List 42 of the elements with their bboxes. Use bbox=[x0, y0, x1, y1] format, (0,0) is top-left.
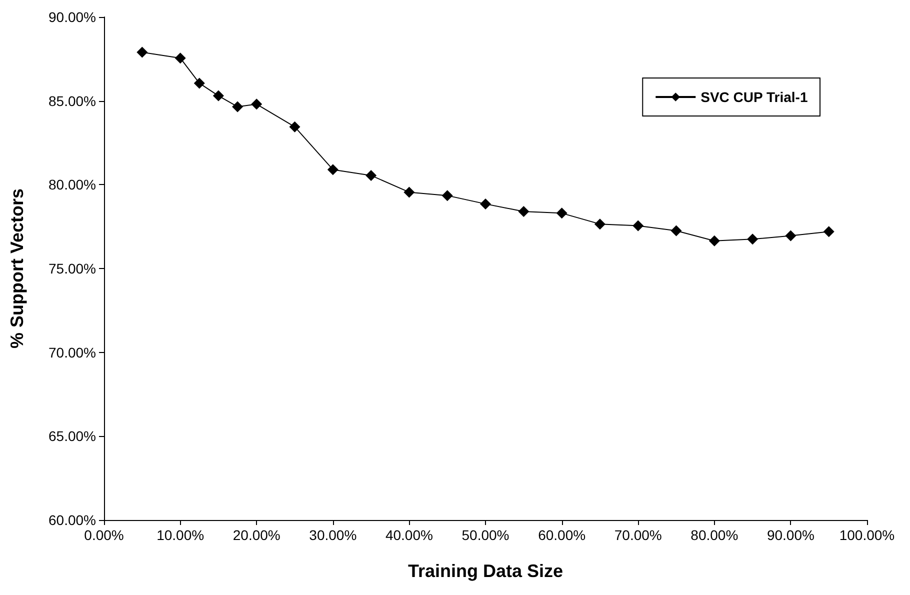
point bbox=[232, 101, 244, 112]
y-tick-label: 70.00% bbox=[48, 344, 96, 360]
point bbox=[194, 78, 205, 89]
point bbox=[632, 220, 644, 232]
x-tick-label: 30.00% bbox=[309, 527, 357, 543]
point bbox=[708, 235, 720, 246]
point bbox=[212, 90, 224, 102]
x-tick-label: 100.00% bbox=[839, 527, 895, 543]
point bbox=[747, 234, 758, 245]
x-tick-label: 90.00% bbox=[766, 527, 814, 543]
point bbox=[594, 218, 606, 230]
legend-label: SVC CUP Trial-1 bbox=[700, 89, 808, 105]
x-axis-title: Training Data Size bbox=[408, 561, 564, 581]
point bbox=[556, 208, 568, 219]
x-tick-label: 0.00% bbox=[84, 527, 124, 543]
x-tick-label: 60.00% bbox=[538, 527, 586, 543]
x-tick-label: 50.00% bbox=[462, 527, 510, 543]
point bbox=[136, 46, 148, 58]
point bbox=[327, 164, 338, 176]
y-tick-label: 65.00% bbox=[48, 428, 96, 444]
y-axis-title: % Support Vectors bbox=[7, 188, 27, 349]
point bbox=[404, 186, 415, 198]
y-tick-label: 75.00% bbox=[48, 260, 96, 276]
x-tick-label: 40.00% bbox=[385, 527, 433, 543]
point bbox=[174, 52, 186, 64]
y-tick-label: 85.00% bbox=[48, 92, 96, 109]
x-tick-label: 80.00% bbox=[690, 527, 738, 543]
y-tick-label: 90.00% bbox=[48, 9, 96, 25]
point bbox=[366, 170, 377, 181]
point bbox=[251, 98, 262, 110]
x-tick-label: 70.00% bbox=[614, 527, 662, 543]
point bbox=[480, 198, 491, 210]
point bbox=[823, 226, 834, 238]
point bbox=[518, 206, 530, 217]
y-tick-label: 80.00% bbox=[48, 176, 96, 193]
point bbox=[442, 190, 453, 202]
point bbox=[670, 225, 682, 236]
point bbox=[785, 230, 796, 242]
point bbox=[289, 121, 300, 132]
x-tick-label: 10.00% bbox=[156, 527, 204, 543]
x-tick-label: 20.00% bbox=[232, 527, 280, 543]
y-tick-label: 60.00% bbox=[48, 512, 96, 528]
